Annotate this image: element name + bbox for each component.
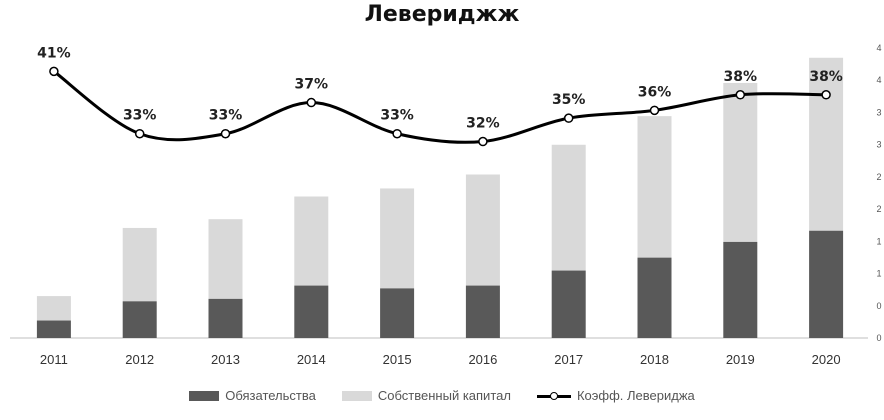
x-tick-label: 2014: [297, 352, 326, 367]
x-tick-label: 2011: [40, 352, 68, 367]
bar-liabilities-2015: [380, 288, 415, 338]
x-tick-label: 2017: [554, 352, 583, 367]
legend-item-liabilities: Обязательства: [189, 388, 316, 403]
ratio-point-2012: [134, 128, 145, 139]
bar-equity-2015: [380, 188, 415, 289]
legend-label-ratio: Коэфф. Левериджа: [576, 388, 695, 403]
bar-liabilities-2016: [465, 285, 500, 338]
bar-equity-2012: [122, 227, 157, 302]
y-right-tick-label: 2: [876, 172, 881, 182]
legend-item-ratio: Коэфф. Левериджа: [536, 388, 695, 403]
bar-liabilities-2014: [294, 285, 329, 338]
bar-equity-2013: [208, 219, 243, 299]
bar-liabilities-2020: [809, 230, 844, 338]
ratio-data-label: 38%: [724, 69, 758, 85]
y-right-tick-label: 1: [876, 269, 881, 279]
y-right-tick-label: 3: [876, 107, 881, 117]
bar-liabilities-2018: [637, 257, 672, 338]
ratio-data-label: 33%: [123, 108, 157, 124]
y-right-tick-label: 0: [876, 333, 881, 343]
ratio-point-2014: [306, 97, 317, 108]
ratio-point-2017: [563, 113, 574, 123]
bar-liabilities-2019: [723, 241, 758, 338]
legend-label-liabilities: Обязательства: [225, 388, 316, 403]
ratio-point-2019: [735, 90, 746, 100]
ratio-point-2016: [478, 136, 488, 147]
ratio-data-label: 37%: [295, 77, 329, 93]
y-right-tick-label: 4: [876, 75, 881, 85]
ratio-data-label: 33%: [380, 108, 414, 124]
ratio-point-2020: [821, 90, 831, 100]
bar-equity-2018: [637, 116, 672, 258]
y-right-tick-label: 4: [876, 43, 881, 53]
y-right-tick-label: 1: [876, 236, 881, 246]
x-tick-label: 2016: [468, 352, 497, 367]
y-right-tick-label: 0: [876, 301, 881, 311]
leverage-ratio-line: [53, 70, 827, 144]
legend-swatch-liabilities: [189, 390, 220, 401]
ratio-data-label: 41%: [37, 45, 71, 61]
ratio-data-label: 35%: [552, 92, 586, 108]
bar-equity-2011: [36, 296, 71, 321]
ratio-data-label: 32%: [466, 116, 500, 132]
bar-liabilities-2013: [208, 298, 243, 338]
x-tick-label: 2020: [812, 352, 841, 367]
bar-equity-2020: [809, 57, 844, 231]
legend-label-equity: Собственный капитал: [377, 388, 511, 403]
bar-liabilities-2017: [551, 270, 586, 338]
chart-legend: Обязательства Собственный капитал Коэфф.…: [0, 388, 884, 403]
ratio-point-2011: [49, 66, 59, 77]
bar-equity-2016: [465, 174, 500, 286]
legend-swatch-equity: [341, 390, 372, 401]
bar-equity-2014: [294, 196, 329, 286]
legend-swatch-ratio: [536, 391, 571, 401]
ratio-point-2015: [392, 128, 402, 139]
ratio-point-2013: [220, 128, 231, 139]
ratio-data-label: 38%: [809, 69, 843, 85]
ratio-data-label: 36%: [638, 84, 672, 100]
x-tick-label: 2018: [640, 352, 669, 367]
bar-liabilities-2012: [122, 301, 157, 338]
x-tick-label: 2019: [726, 352, 755, 367]
bar-equity-2017: [551, 144, 586, 271]
y-right-tick-label: 3: [876, 140, 881, 150]
x-tick-label: 2012: [125, 352, 154, 367]
x-tick-label: 2013: [211, 352, 240, 367]
y-right-tick-label: 2: [876, 204, 881, 214]
ratio-point-2018: [649, 105, 660, 116]
x-tick-label: 2015: [383, 352, 412, 367]
bar-equity-2019: [723, 82, 758, 242]
ratio-data-label: 33%: [209, 108, 243, 124]
bar-liabilities-2011: [36, 320, 71, 338]
legend-item-equity: Собственный капитал: [341, 388, 511, 403]
chart-title: Левериджж: [364, 2, 520, 27]
